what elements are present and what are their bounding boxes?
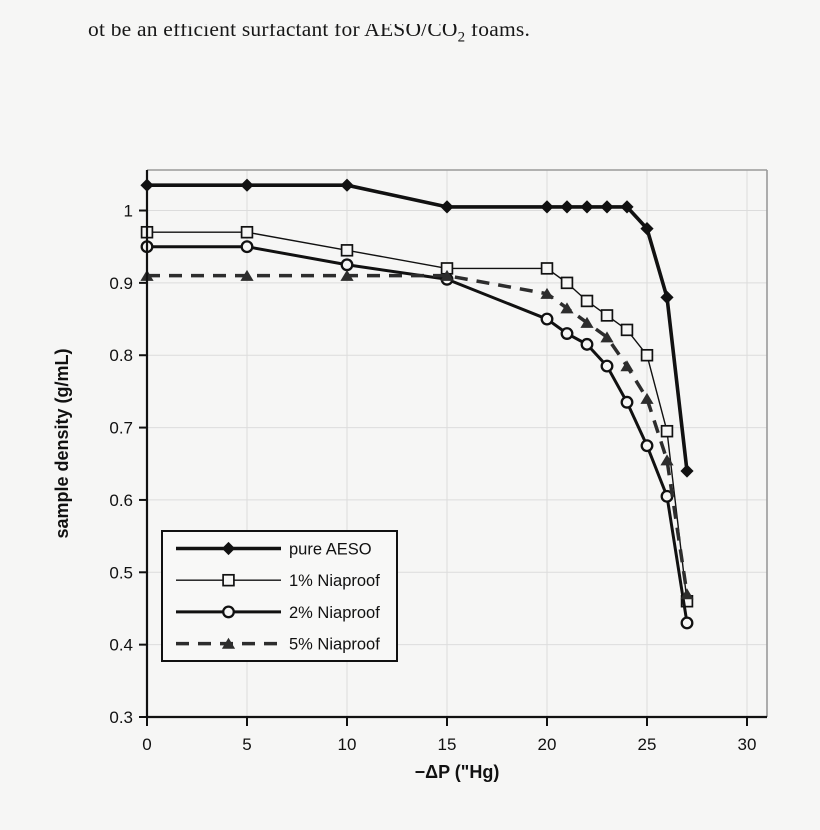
diamond-marker [440, 200, 454, 214]
triangle-marker [680, 588, 694, 600]
triangle-marker [660, 454, 674, 466]
body-text: ot be an efficient surfactant for AESO/C… [88, 24, 458, 41]
diamond-marker [600, 200, 614, 214]
triangle-marker [340, 269, 354, 281]
axis-ticks-and-labels: 0.30.40.50.60.70.80.910 5 10 15 20 25 30 [109, 202, 756, 754]
legend-entry-pure-aeso: pure AESO [176, 541, 372, 559]
circle-marker [540, 312, 554, 326]
x-tick-label: 0 [142, 735, 151, 754]
y-tick-label: 0.6 [109, 491, 133, 510]
legend-label: 2% Niaproof [289, 604, 380, 622]
square-marker [660, 424, 674, 438]
legend-entry-2-niaproof: 2% Niaproof [176, 604, 380, 622]
circle-marker [580, 337, 594, 351]
square-marker [620, 323, 634, 337]
circle-marker [240, 240, 254, 254]
circle-marker [640, 439, 654, 453]
x-tick-label: 15 [438, 735, 457, 754]
square-marker [580, 294, 594, 308]
x-tick-label: 5 [242, 735, 251, 754]
legend-label: pure AESO [289, 541, 372, 559]
legend-box [161, 530, 398, 662]
circle-marker [600, 359, 614, 373]
circle-marker [340, 258, 354, 272]
data-series [140, 178, 694, 630]
y-tick-label: 0.4 [109, 636, 133, 655]
triangle-marker [240, 269, 254, 281]
diamond-marker [580, 200, 594, 214]
triangle-marker [580, 316, 594, 328]
legend-entry-5-niaproof: 5% Niaproof [176, 636, 380, 654]
square-marker [560, 276, 574, 290]
x-tick-label: 25 [638, 735, 657, 754]
x-axis-title: −ΔP ("Hg) [415, 762, 500, 782]
diamond-marker [340, 178, 354, 192]
y-tick-label: 1 [124, 202, 133, 221]
square-marker [340, 244, 354, 257]
y-tick-label: 0.7 [109, 419, 133, 438]
triangle-marker [560, 302, 574, 314]
triangle-marker [221, 637, 236, 649]
y-tick-label: 0.8 [109, 346, 133, 365]
square-marker [640, 348, 654, 362]
square-marker [240, 225, 254, 239]
plot-frame [145, 169, 768, 719]
x-tick-label: 30 [738, 735, 757, 754]
triangle-marker [540, 287, 554, 299]
subscript-2-text: 2 [457, 29, 466, 46]
diamond-marker [240, 178, 254, 192]
diamond-marker [640, 222, 654, 236]
triangle-marker [600, 331, 614, 343]
triangle-marker [620, 360, 634, 372]
triangle-marker [640, 392, 654, 404]
series-line [147, 231, 688, 602]
diamond-marker [540, 200, 554, 214]
diamond-marker [620, 200, 634, 214]
series-line [147, 273, 689, 595]
triangle-marker [440, 269, 454, 281]
circle-marker [560, 327, 574, 340]
square-marker [222, 573, 235, 587]
y-tick-label: 0.3 [109, 708, 133, 727]
series-line [147, 245, 689, 624]
square-marker [540, 262, 554, 275]
x-tick-label: 20 [538, 735, 557, 754]
square-marker [600, 309, 614, 322]
diamond-marker [680, 464, 694, 478]
legend-label: 5% Niaproof [289, 636, 380, 654]
x-tick-label: 10 [338, 735, 357, 754]
legend-label: 1% Niaproof [289, 572, 380, 590]
legend-entry-1-niaproof: 1% Niaproof [176, 572, 380, 590]
diamond-marker [221, 541, 236, 556]
y-axis-title: sample density (g/mL) [52, 348, 72, 538]
circle-marker [222, 605, 235, 619]
body-text-tail: foams. [465, 24, 531, 41]
series-2-niaproof [140, 240, 694, 630]
circle-marker [680, 616, 694, 630]
y-tick-label: 0.5 [109, 563, 133, 582]
legend: pure AESO 1% Niaproof 2% Niaproof 5% Niapro… [161, 530, 398, 662]
series-pure-aeso [140, 178, 694, 478]
body-text-fragment: ot be an efficient surfactant for AESO/C… [88, 24, 608, 48]
diamond-marker [660, 290, 674, 304]
y-tick-label: 0.9 [109, 274, 133, 293]
series-line [147, 183, 689, 472]
series-5-niaproof [140, 269, 694, 600]
circle-marker [620, 395, 634, 409]
diamond-marker [560, 200, 574, 214]
